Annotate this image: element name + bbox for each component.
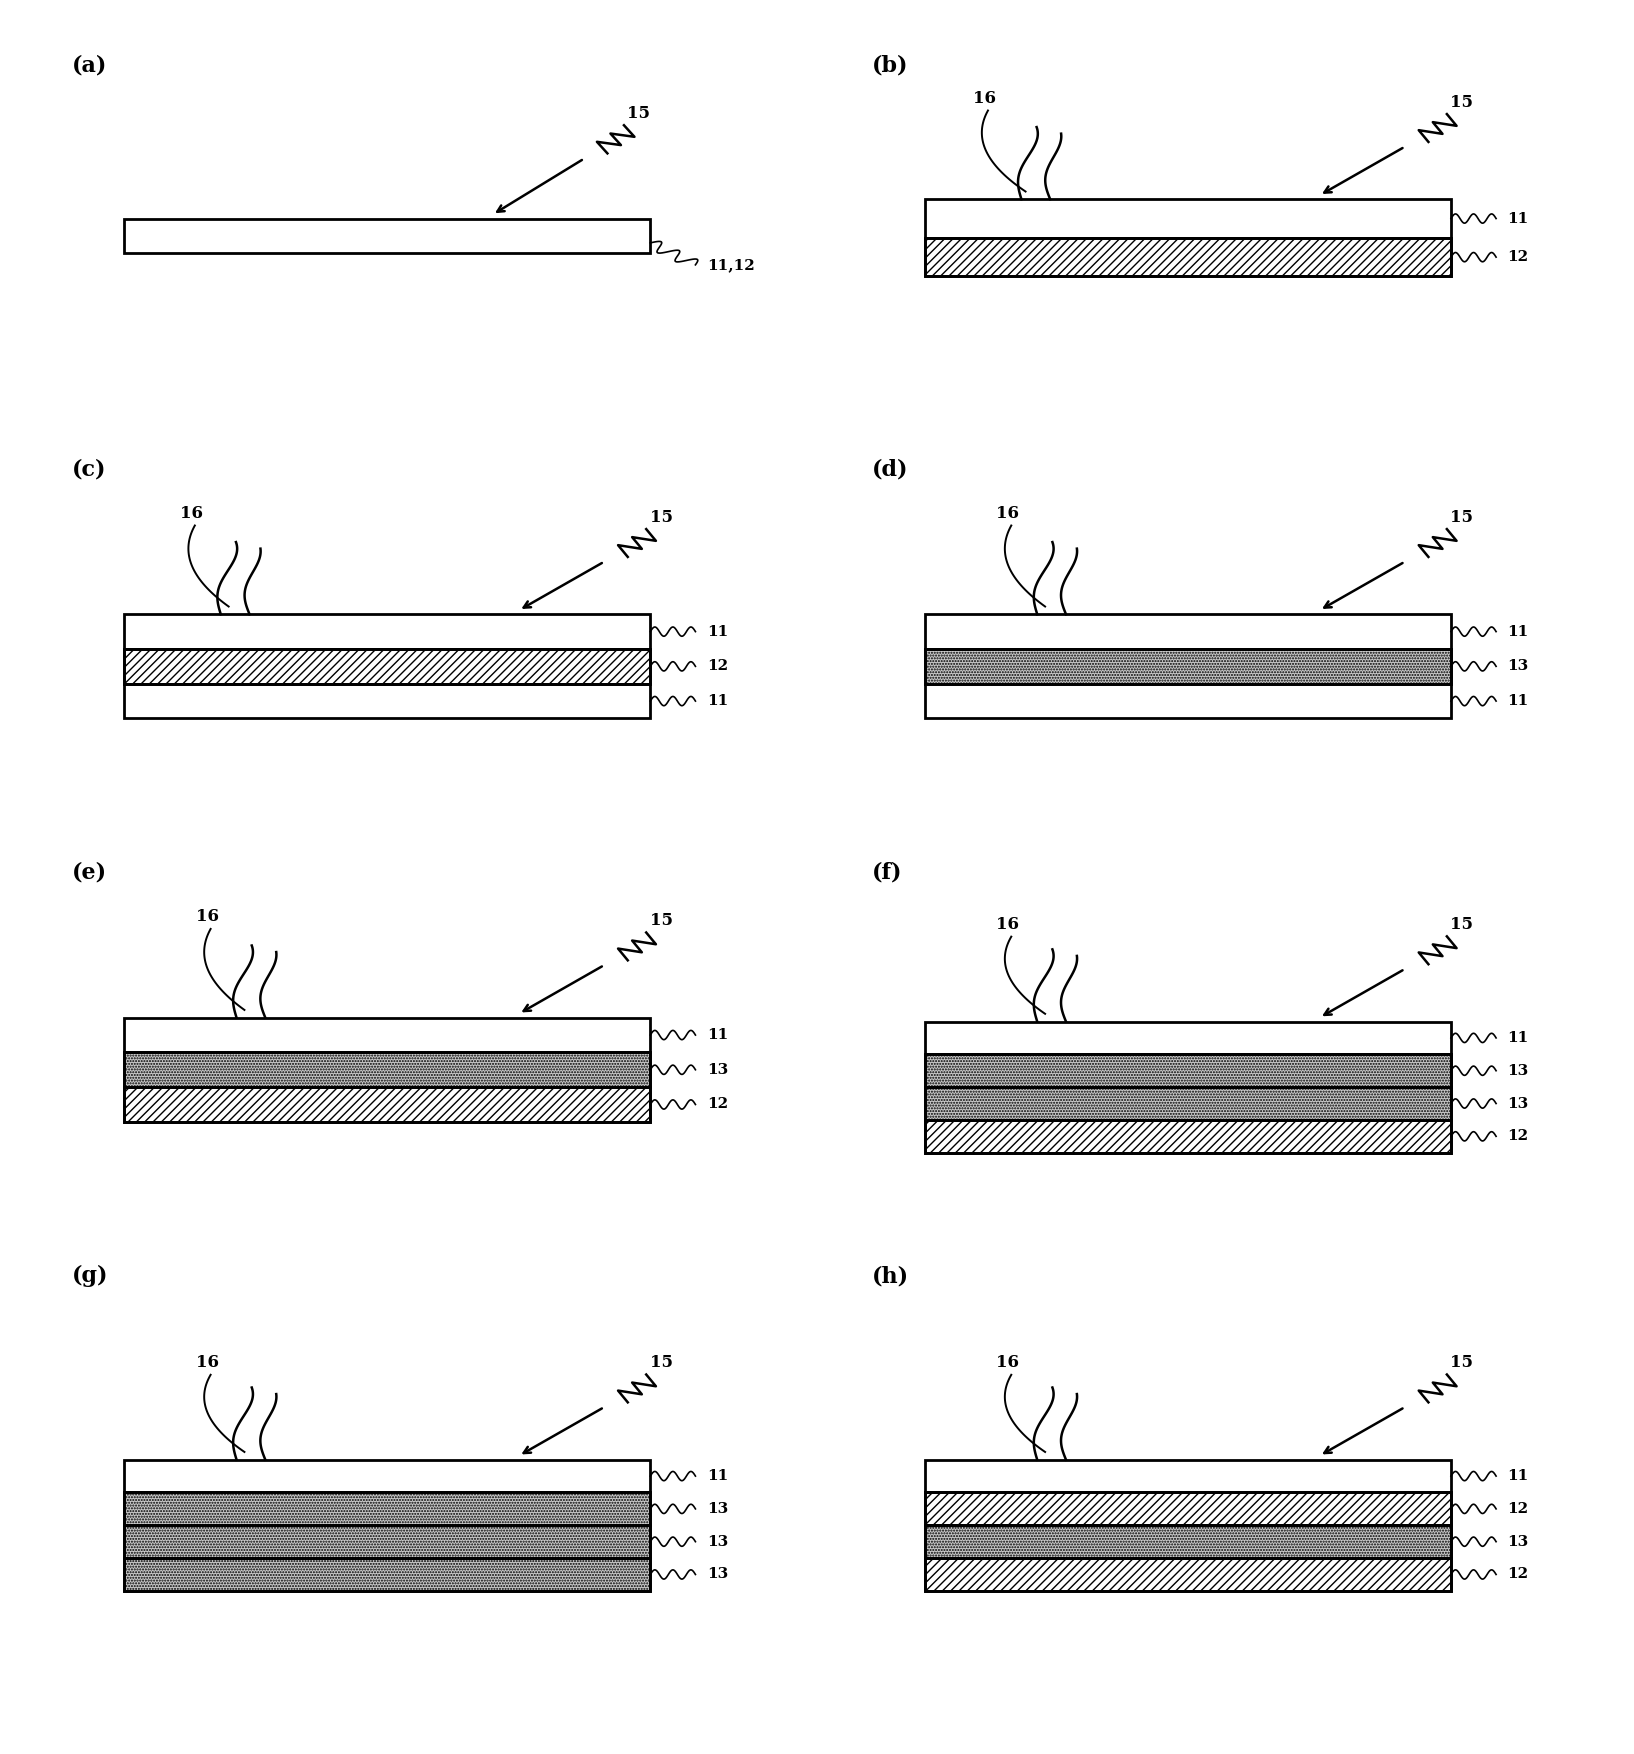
Bar <box>124 1493 650 1526</box>
Bar <box>925 1526 1451 1558</box>
Text: 11: 11 <box>706 1028 729 1042</box>
Text: 12: 12 <box>1507 1130 1528 1144</box>
Text: 12: 12 <box>1507 1568 1528 1582</box>
Bar <box>925 1558 1451 1591</box>
Text: (c): (c) <box>72 458 106 481</box>
Text: 12: 12 <box>706 660 727 674</box>
Text: 16: 16 <box>997 505 1020 521</box>
Text: 15: 15 <box>1451 916 1474 933</box>
Bar <box>124 1087 650 1123</box>
Bar <box>925 1087 1451 1119</box>
Text: 13: 13 <box>706 1063 729 1077</box>
Text: 13: 13 <box>1507 1096 1529 1110</box>
Text: (e): (e) <box>72 861 106 884</box>
Bar <box>925 1558 1451 1591</box>
Bar <box>925 649 1451 684</box>
Text: 15: 15 <box>650 509 673 526</box>
Text: (b): (b) <box>873 54 909 77</box>
Bar <box>925 1526 1451 1558</box>
Text: 12: 12 <box>1507 251 1528 265</box>
Text: 11: 11 <box>706 1470 729 1484</box>
Text: 11: 11 <box>706 624 729 638</box>
Text: 16: 16 <box>997 1354 1020 1372</box>
Bar <box>124 1558 650 1591</box>
Text: (f): (f) <box>873 861 902 884</box>
Text: 13: 13 <box>1507 1063 1529 1077</box>
Bar <box>124 649 650 684</box>
Bar <box>925 239 1451 277</box>
Bar <box>925 1119 1451 1152</box>
Text: 15: 15 <box>1451 1354 1474 1372</box>
Bar <box>124 1558 650 1591</box>
Text: 13: 13 <box>1507 660 1529 674</box>
Bar <box>925 1493 1451 1526</box>
Text: 11: 11 <box>1507 1470 1529 1484</box>
Bar <box>124 1459 650 1493</box>
Bar <box>925 1119 1451 1152</box>
Text: 11: 11 <box>1507 212 1529 226</box>
Bar <box>925 1493 1451 1526</box>
Bar <box>124 1052 650 1087</box>
Text: 13: 13 <box>706 1568 729 1582</box>
Bar <box>925 1054 1451 1087</box>
Text: 12: 12 <box>706 1098 727 1112</box>
Bar <box>925 200 1451 239</box>
Text: 11: 11 <box>1507 1031 1529 1045</box>
Text: (d): (d) <box>873 458 909 481</box>
Text: 16: 16 <box>180 505 203 521</box>
Bar <box>124 1052 650 1087</box>
Text: (h): (h) <box>873 1265 910 1287</box>
Bar <box>124 614 650 649</box>
Text: (g): (g) <box>72 1265 108 1287</box>
Bar <box>124 219 650 253</box>
Bar <box>925 1021 1451 1054</box>
Text: 13: 13 <box>706 1501 729 1515</box>
Text: 15: 15 <box>1451 95 1474 111</box>
Bar <box>925 684 1451 719</box>
Text: 13: 13 <box>706 1535 729 1549</box>
Text: 15: 15 <box>650 1354 673 1372</box>
Text: 11,12: 11,12 <box>706 258 755 272</box>
Bar <box>124 1493 650 1526</box>
Text: 15: 15 <box>650 912 673 930</box>
Text: 11: 11 <box>1507 695 1529 709</box>
Text: 16: 16 <box>196 1354 219 1372</box>
Bar <box>124 1526 650 1558</box>
Bar <box>124 1526 650 1558</box>
Bar <box>925 614 1451 649</box>
Text: 15: 15 <box>1451 509 1474 526</box>
Bar <box>124 1017 650 1052</box>
Text: (a): (a) <box>72 54 106 77</box>
Text: 11: 11 <box>706 695 729 709</box>
Text: 12: 12 <box>1507 1501 1528 1515</box>
Text: 13: 13 <box>1507 1535 1529 1549</box>
Text: 16: 16 <box>972 89 997 107</box>
Bar <box>124 1087 650 1123</box>
Bar <box>925 239 1451 277</box>
Text: 11: 11 <box>1507 624 1529 638</box>
Bar <box>124 684 650 719</box>
Bar <box>925 1087 1451 1119</box>
Text: 16: 16 <box>196 909 219 924</box>
Bar <box>925 649 1451 684</box>
Text: 16: 16 <box>997 916 1020 933</box>
Text: 15: 15 <box>627 105 650 123</box>
Bar <box>124 649 650 684</box>
Bar <box>925 1459 1451 1493</box>
Bar <box>925 1054 1451 1087</box>
